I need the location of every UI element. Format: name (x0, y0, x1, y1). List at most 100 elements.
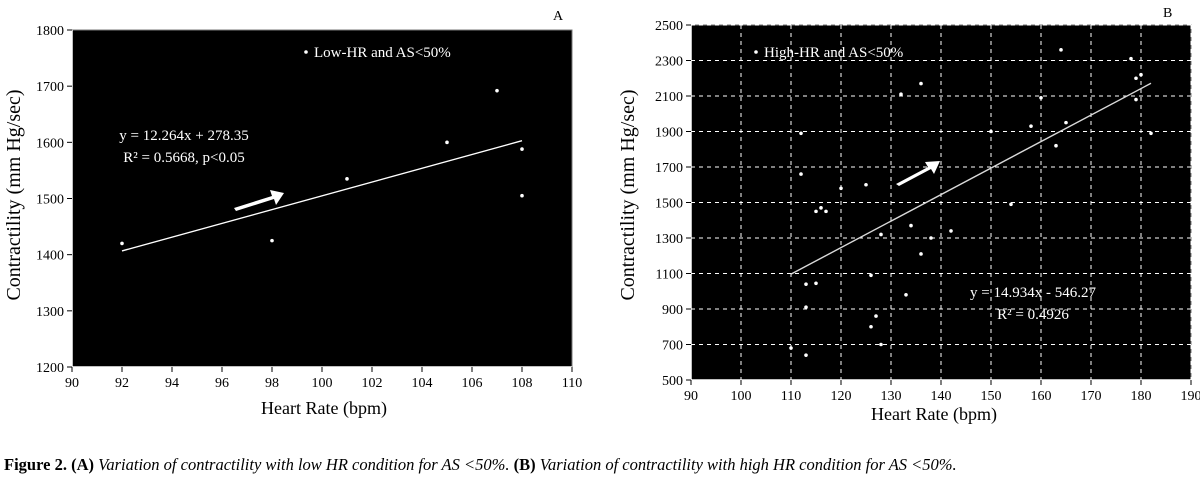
y-tick-label-b-6: 1700 (655, 161, 683, 176)
y-tick-label-b-9: 2300 (655, 55, 683, 70)
data-point-a-3 (445, 140, 449, 145)
x-tick-label-b-8: 170 (1081, 389, 1102, 404)
data-point-b-35 (1149, 131, 1153, 136)
data-point-b-12 (869, 273, 873, 278)
x-tick-label-a-2: 94 (165, 376, 179, 391)
data-point-b-16 (879, 342, 883, 347)
data-point-b-24 (989, 129, 993, 134)
x-tick-label-b-1: 100 (731, 389, 752, 404)
legend-label-b: High-HR and AS<50% (764, 45, 903, 61)
x-tick-label-b-4: 130 (881, 389, 902, 404)
x-tick-label-a-6: 102 (362, 376, 383, 391)
equation-label-a: y = 12.264x + 278.35 (119, 128, 248, 144)
data-point-b-34 (1139, 72, 1143, 77)
panel-label-a: A (553, 9, 564, 24)
chart-panel-b: B Contractility (mm Hg/sec) Heart Rate (… (610, 0, 1200, 424)
data-point-b-17 (899, 92, 903, 97)
y-tick-label-a-0: 1200 (36, 361, 64, 376)
data-point-b-6 (814, 209, 818, 214)
data-point-b-18 (904, 293, 908, 297)
data-point-b-11 (864, 182, 868, 187)
data-point-b-14 (874, 314, 878, 318)
data-point-b-7 (814, 281, 818, 286)
x-axis-label-a: Heart Rate (bpm) (261, 398, 387, 419)
data-point-a-4 (495, 88, 499, 93)
y-axis-label-b: Contractility (mm Hg/sec) (617, 89, 639, 300)
y-tick-label-b-5: 1500 (655, 197, 683, 212)
caption-b-tag: (B) (513, 455, 536, 474)
data-point-a-0 (120, 241, 124, 246)
x-tick-label-a-0: 90 (65, 376, 79, 391)
x-tick-label-a-4: 98 (265, 376, 279, 391)
x-tick-label-a-5: 100 (312, 376, 333, 391)
data-point-b-32 (1134, 76, 1138, 81)
trendline-b (790, 82, 1152, 275)
legend-marker-a (304, 50, 308, 54)
chart-a-svg: A Contractility (mm Hg/sec) Heart Rate (… (3, 9, 582, 419)
data-point-b-31 (1129, 56, 1133, 61)
data-point-b-29 (1059, 48, 1063, 52)
x-tick-label-b-7: 160 (1031, 389, 1052, 404)
data-point-b-10 (839, 186, 843, 191)
data-point-b-13 (869, 324, 873, 329)
y-tick-label-b-4: 1300 (655, 232, 683, 247)
caption-label: Figure 2. (4, 455, 67, 474)
data-point-b-26 (1029, 124, 1033, 128)
y-tick-label-b-7: 1900 (655, 126, 683, 141)
data-point-b-4 (804, 305, 808, 310)
data-point-a-2 (345, 177, 349, 181)
x-tick-label-b-9: 180 (1131, 389, 1152, 404)
chart-panel-a: A Contractility (mm Hg/sec) Heart Rate (… (0, 0, 590, 424)
data-point-b-3 (804, 282, 808, 286)
chart-b-svg: B Contractility (mm Hg/sec) Heart Rate (… (617, 6, 1200, 424)
caption-a-text: Variation of contractility with low HR c… (98, 455, 510, 474)
x-axis-label-b: Heart Rate (bpm) (871, 404, 997, 424)
y-tick-label-b-10: 2500 (655, 19, 683, 34)
y-axis-label-a: Contractility (mm Hg/sec) (3, 89, 25, 300)
y-tick-label-b-0: 500 (662, 374, 683, 389)
legend-label-a: Low-HR and AS<50% (314, 45, 451, 61)
x-tick-label-a-8: 106 (462, 376, 483, 391)
data-point-b-2 (799, 172, 803, 176)
data-point-b-28 (1054, 143, 1058, 148)
y-tick-label-a-5: 1700 (36, 80, 64, 95)
r2-label-b: R² = 0.4926 (997, 307, 1069, 323)
data-point-b-30 (1064, 120, 1068, 125)
y-tick-label-a-4: 1600 (36, 136, 64, 151)
x-tick-label-a-3: 96 (215, 376, 229, 391)
x-tick-label-b-6: 150 (981, 389, 1002, 404)
y-tick-label-b-8: 2100 (655, 90, 683, 105)
plot-area-a (71, 29, 573, 368)
figure-caption: Figure 2. (A) Variation of contractility… (4, 455, 1196, 475)
data-point-b-15 (879, 232, 883, 237)
data-point-a-1 (270, 238, 274, 243)
y-tick-label-a-3: 1500 (36, 193, 64, 208)
panel-label-b: B (1163, 6, 1172, 21)
r2-label-a: R² = 0.5668, p<0.05 (123, 150, 244, 166)
data-point-a-6 (520, 193, 524, 198)
y-tick-label-a-6: 1800 (36, 24, 64, 39)
data-point-b-33 (1134, 97, 1138, 102)
x-tick-label-a-10: 110 (562, 376, 582, 391)
data-point-b-21 (919, 252, 923, 256)
data-point-b-9 (824, 209, 828, 214)
annotation-arrow-a (234, 190, 284, 211)
trendline-a (121, 140, 523, 252)
y-tick-label-b-1: 700 (662, 339, 683, 354)
y-tick-label-b-3: 1100 (656, 268, 683, 283)
legend-marker-b (754, 50, 758, 54)
annotation-arrow-b (896, 161, 940, 186)
data-point-b-19 (909, 223, 913, 228)
data-point-b-20 (919, 81, 923, 86)
data-point-b-27 (1039, 95, 1043, 100)
x-tick-label-a-9: 108 (512, 376, 533, 391)
data-point-a-5 (520, 147, 524, 151)
x-tick-label-b-0: 90 (684, 389, 698, 404)
caption-a-tag: (A) (71, 455, 94, 474)
x-tick-label-b-3: 120 (831, 389, 852, 404)
data-point-b-25 (1009, 202, 1013, 207)
y-tick-label-b-2: 900 (662, 303, 683, 318)
data-point-b-0 (789, 346, 793, 350)
data-point-b-1 (799, 131, 803, 136)
x-tick-label-b-5: 140 (931, 389, 952, 404)
